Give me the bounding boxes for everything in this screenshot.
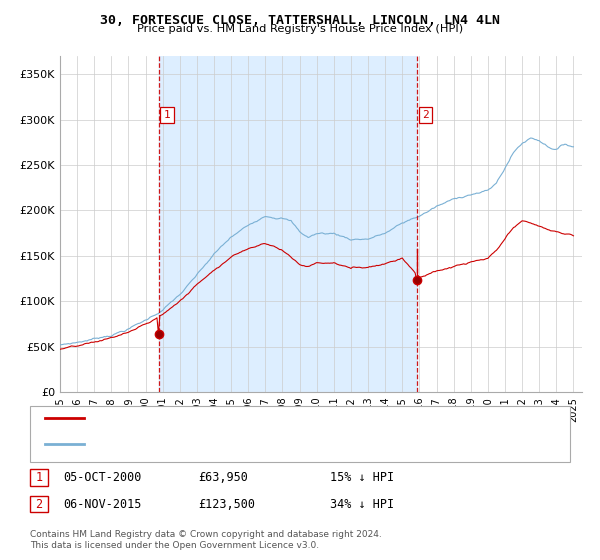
Text: 2: 2	[422, 110, 429, 120]
Text: £123,500: £123,500	[198, 497, 255, 511]
Text: 34% ↓ HPI: 34% ↓ HPI	[330, 497, 394, 511]
Text: 30, FORTESCUE CLOSE, TATTERSHALL,  LINCOLN, LN4 4LN (detached house): 30, FORTESCUE CLOSE, TATTERSHALL, LINCOL…	[93, 413, 518, 423]
Text: 1: 1	[164, 110, 170, 120]
Text: 2: 2	[35, 497, 43, 511]
Bar	[158, 56, 417, 392]
Text: 05-OCT-2000: 05-OCT-2000	[63, 470, 142, 484]
Text: HPI: Average price, detached house, East Lindsey: HPI: Average price, detached house, East…	[93, 439, 393, 449]
Text: 06-NOV-2015: 06-NOV-2015	[63, 497, 142, 511]
Text: £63,950: £63,950	[198, 470, 248, 484]
Text: 30, FORTESCUE CLOSE, TATTERSHALL, LINCOLN, LN4 4LN: 30, FORTESCUE CLOSE, TATTERSHALL, LINCOL…	[100, 14, 500, 27]
Text: 15% ↓ HPI: 15% ↓ HPI	[330, 470, 394, 484]
Text: This data is licensed under the Open Government Licence v3.0.: This data is licensed under the Open Gov…	[30, 541, 319, 550]
Text: Contains HM Land Registry data © Crown copyright and database right 2024.: Contains HM Land Registry data © Crown c…	[30, 530, 382, 539]
Text: Price paid vs. HM Land Registry's House Price Index (HPI): Price paid vs. HM Land Registry's House …	[137, 24, 463, 34]
Text: 1: 1	[35, 470, 43, 484]
